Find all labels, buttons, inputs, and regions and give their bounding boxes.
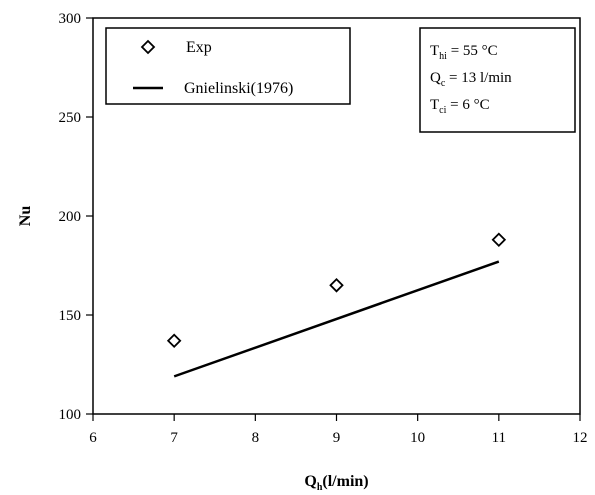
legend-exp-label: Exp xyxy=(186,39,212,56)
conditions-frame xyxy=(419,27,576,133)
exp-data-point xyxy=(329,278,344,293)
y-tick-label: 100 xyxy=(59,407,82,423)
series-layer xyxy=(166,232,507,378)
x-tick-label: 8 xyxy=(252,430,260,446)
x-tick-label: 12 xyxy=(573,430,588,446)
exp-data-point xyxy=(166,333,182,349)
x-axis-label-sub: h xyxy=(317,482,323,493)
x-tick-label: 10 xyxy=(410,430,425,446)
legend: Exp Gnielinski(1976) xyxy=(105,27,351,105)
plot-area-frame xyxy=(92,17,581,415)
gnielinski-correlation-line xyxy=(173,260,500,378)
legend-exp-marker xyxy=(140,39,156,55)
y-tick-label: 150 xyxy=(59,308,82,324)
x-tick-label: 7 xyxy=(170,430,178,446)
y-tick-label: 250 xyxy=(59,110,82,126)
condition-cold-flow-rate: Qc = 13 l/min xyxy=(430,70,512,89)
x-tick-label: 9 xyxy=(333,430,341,446)
x-axis-label-main: Q xyxy=(304,473,316,490)
exp-data-point xyxy=(491,232,507,248)
x-axis-label-rest: (l/min) xyxy=(322,473,368,490)
x-axis-ticks: 6 7 8 9 10 11 12 xyxy=(89,414,588,446)
legend-box xyxy=(105,27,351,105)
y-tick-label: 300 xyxy=(59,11,82,27)
x-tick-label: 6 xyxy=(89,430,97,446)
x-tick-label: 11 xyxy=(492,430,506,446)
conditions-box: Thi = 55 °C Qc = 13 l/min Tci = 6 °C xyxy=(419,27,576,133)
x-axis-label: Qh(l/min) xyxy=(304,473,368,493)
condition-cold-inlet-temp: Tci = 6 °C xyxy=(430,97,490,116)
y-axis-label: Nu xyxy=(17,206,34,227)
y-tick-label: 200 xyxy=(59,209,82,225)
y-axis-ticks: 100 150 200 250 300 xyxy=(59,11,93,423)
condition-hot-inlet-temp: Thi = 55 °C xyxy=(430,43,498,62)
legend-gnielinski-label: Gnielinski(1976) xyxy=(184,80,293,97)
